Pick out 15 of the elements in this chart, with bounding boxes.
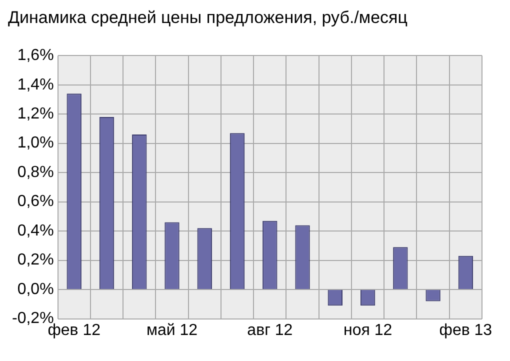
x-tick-label: фев 12 — [48, 322, 101, 339]
y-tick-label: 0,8% — [17, 164, 54, 181]
x-tick-label: май 12 — [146, 322, 198, 339]
y-tick-label: 1,2% — [17, 105, 54, 122]
y-tick-label: 0,4% — [17, 222, 54, 240]
y-tick-label: 1,0% — [17, 134, 54, 152]
y-tick-label: 0,0% — [17, 280, 54, 298]
x-tick-label: авг 12 — [247, 322, 293, 339]
x-tick-label: фев 13 — [439, 322, 492, 339]
y-tick-label: 1,6% — [17, 47, 54, 64]
y-tick-label: 0,6% — [17, 193, 54, 210]
chart-title: Динамика средней цены предложения, руб./месяц — [8, 8, 408, 28]
y-tick-label: 0,2% — [17, 252, 54, 269]
y-tick-label: 1,4% — [17, 76, 54, 94]
x-tick-label: ноя 12 — [343, 322, 392, 339]
